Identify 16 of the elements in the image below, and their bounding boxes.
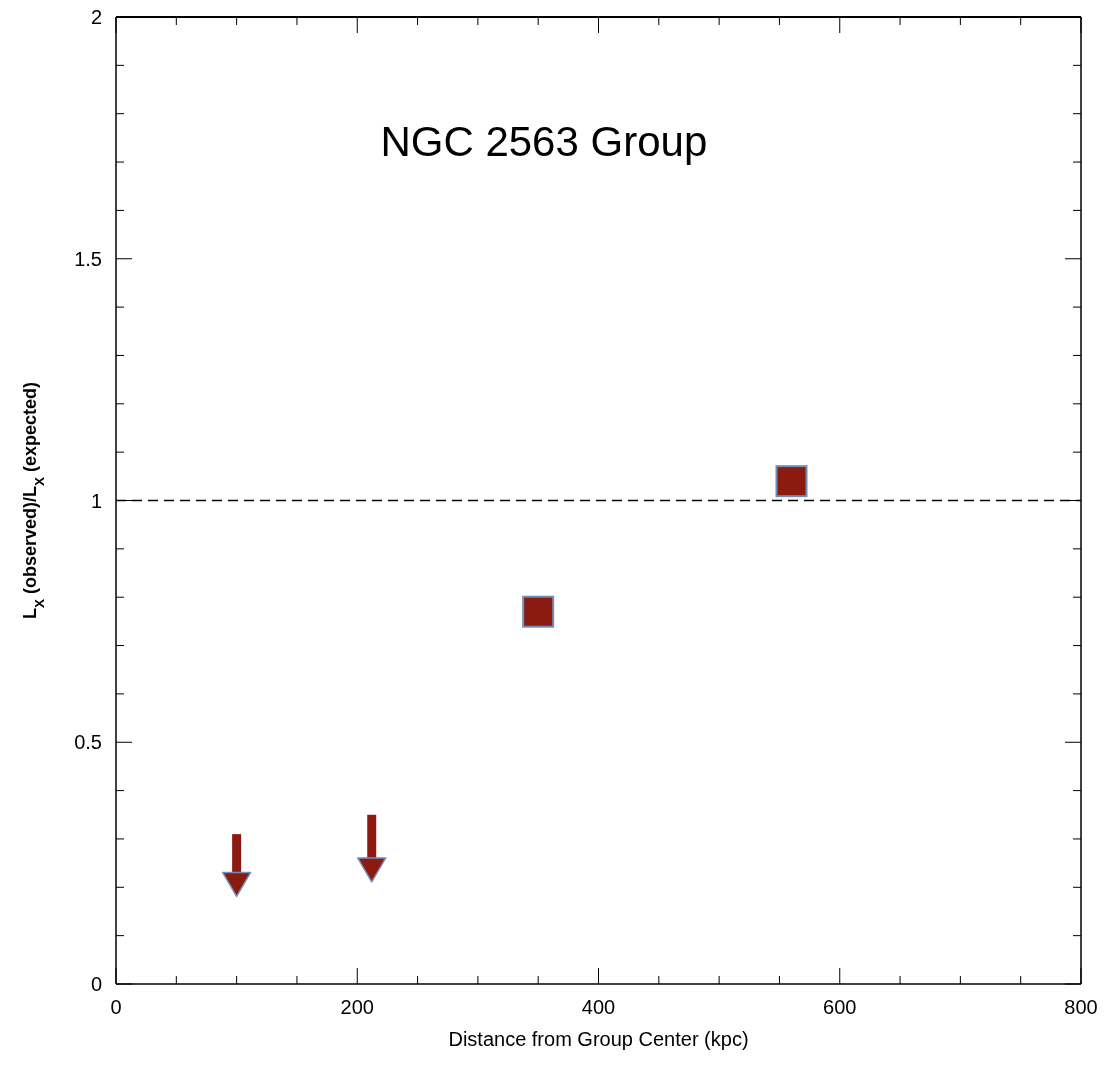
point [522, 595, 555, 628]
x-tick-label: 200 [340, 996, 374, 1018]
point [221, 871, 252, 898]
point [775, 465, 808, 498]
x-tick-label: 0 [110, 996, 122, 1018]
x-tick-label: 600 [823, 996, 857, 1018]
point [356, 857, 387, 883]
text: NGC 2563 Group [380, 118, 708, 166]
y-tick-label: 1 [90, 489, 102, 512]
y-tick-label: 1.5 [74, 247, 102, 270]
x-axis-title: Distance from Group Center (kpc) [447, 1028, 750, 1051]
x-tick-label: 800 [1064, 996, 1098, 1018]
y-tick-label: 0.5 [74, 731, 102, 754]
y-tick-label: 0 [90, 973, 102, 995]
x-tick-label: 400 [581, 996, 616, 1018]
y-tick-label: 2 [90, 6, 102, 28]
